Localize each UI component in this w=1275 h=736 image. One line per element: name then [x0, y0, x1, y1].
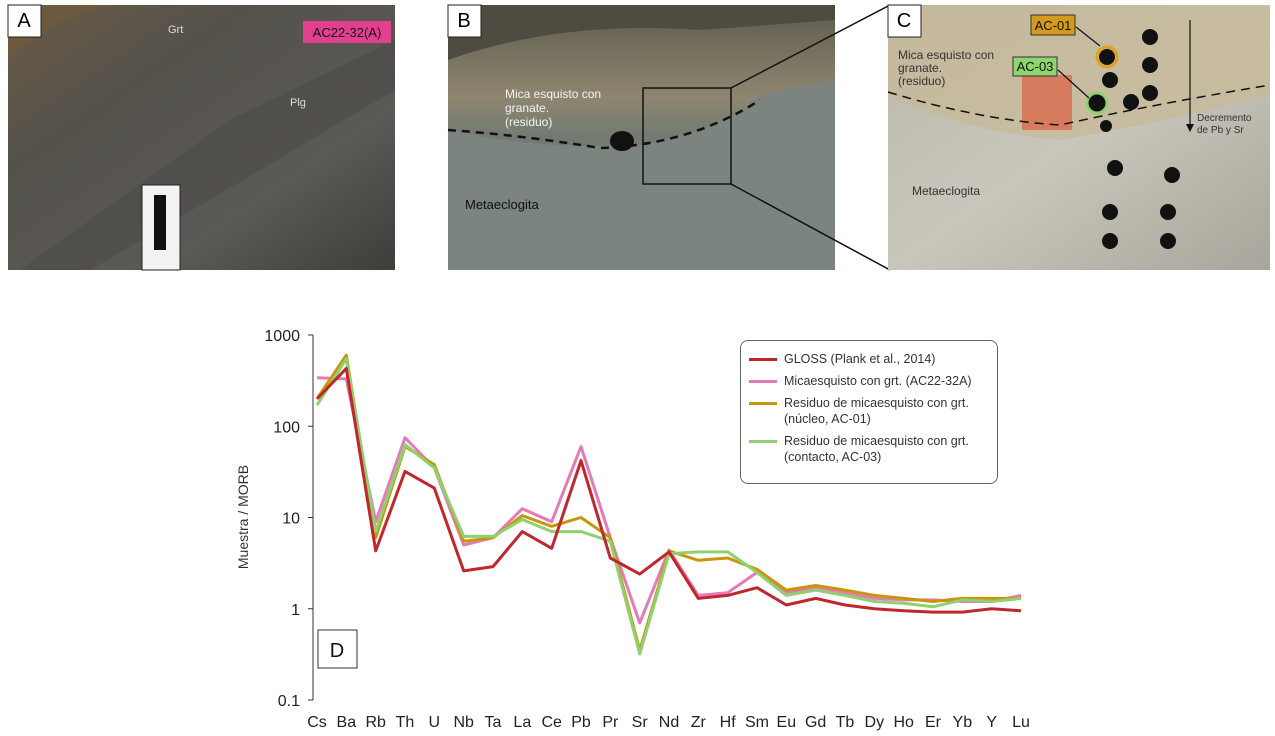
panel-label: D [330, 640, 344, 662]
photo-b: B Mica esquisto con granate. (residuo) M… [447, 4, 835, 270]
legend-label: GLOSS (Plank et al., 2014) [784, 352, 936, 366]
zoom-line [730, 4, 891, 89]
x-tick-label: Er [925, 714, 942, 731]
rock-label: (residuo) [505, 115, 552, 129]
mineral-label: Grt [168, 24, 183, 36]
legend-label: Residuo de micaesquisto con grt. (núcleo… [784, 396, 969, 426]
zoom-line [730, 183, 891, 271]
x-tick-label: U [429, 714, 441, 731]
rock-label: Metaeclogita [912, 184, 980, 198]
legend: GLOSS (Plank et al., 2014) Micaesquisto c… [740, 340, 998, 484]
rock-label: (residuo) [898, 74, 945, 88]
photo-a: A AC22-32(A) Grt Plg [7, 4, 395, 271]
panel-label: B [457, 10, 470, 32]
y-tick-label: 10 [282, 511, 300, 528]
x-tick-label: Lu [1012, 714, 1030, 731]
x-tick-label: Ho [893, 714, 914, 731]
drill-holes [1088, 29, 1180, 249]
y-tick-label: 1 [291, 602, 300, 619]
legend-entry: Micaesquisto con grt. (AC22-32A) [749, 373, 989, 389]
x-tick-label: Hf [720, 714, 737, 731]
x-tick-label: Gd [805, 714, 826, 731]
rock-label: Mica esquisto con [505, 87, 601, 101]
series-line [315, 366, 1022, 614]
x-tick-label: Yb [953, 714, 973, 731]
legend-label: Residuo de micaesquisto con grt. (contac… [784, 434, 969, 464]
legend-swatch [749, 380, 777, 383]
sample-label: AC-01 [1035, 18, 1072, 33]
x-tick-label: Nb [453, 714, 474, 731]
panel-label-box [317, 629, 358, 669]
y-axis-label: Muestra / MORB [235, 465, 251, 569]
x-tick-label: Y [986, 714, 997, 731]
x-tick-label: Th [396, 714, 415, 731]
x-tick-label: Pb [571, 714, 591, 731]
photo-c: C AC-01 AC-03 Mica esquisto con granate.… [887, 4, 1271, 270]
sample-label: AC22-32(A) [313, 25, 382, 40]
y-tick-label: 1000 [264, 328, 300, 345]
rock-label: granate. [505, 101, 549, 115]
legend-swatch [749, 402, 777, 405]
legend-swatch [749, 440, 777, 443]
x-tick-label: Dy [865, 714, 885, 731]
legend-entry: GLOSS (Plank et al., 2014) [749, 351, 989, 367]
x-tick-label: Zr [691, 714, 707, 731]
legend-swatch [749, 358, 777, 361]
panel-label: A [17, 10, 31, 32]
rock-label: granate. [898, 61, 942, 75]
x-tick-label: Sr [632, 714, 649, 731]
x-tick-label: Ta [485, 714, 502, 731]
arrow-label: Decremento [1197, 113, 1252, 124]
legend-entry: Residuo de micaesquisto con grt. (contac… [749, 433, 989, 465]
mineral-label: Plg [290, 97, 306, 109]
x-tick-label: Eu [777, 714, 797, 731]
x-tick-label: Pr [602, 714, 619, 731]
x-tick-label: Nd [659, 714, 679, 731]
y-tick-label: 0.1 [278, 693, 300, 710]
x-tick-label: Cs [307, 714, 327, 731]
x-tick-label: La [513, 714, 531, 731]
x-tick-label: Ce [541, 714, 562, 731]
panel-label: C [897, 10, 911, 32]
x-tick-label: Tb [836, 714, 855, 731]
y-tick-label: 100 [273, 419, 300, 436]
arrow-label: de Pb y Sr [1197, 125, 1244, 136]
legend-label: Micaesquisto con grt. (AC22-32A) [784, 374, 972, 388]
x-tick-label: Rb [365, 714, 386, 731]
rock-label: Mica esquisto con [898, 48, 994, 62]
rock-label: Metaeclogita [465, 197, 539, 212]
x-tick-label: Ba [337, 714, 357, 731]
legend-entry: Residuo de micaesquisto con grt. (núcleo… [749, 395, 989, 427]
x-tick-label: Sm [745, 714, 769, 731]
sample-label: AC-03 [1017, 59, 1054, 74]
